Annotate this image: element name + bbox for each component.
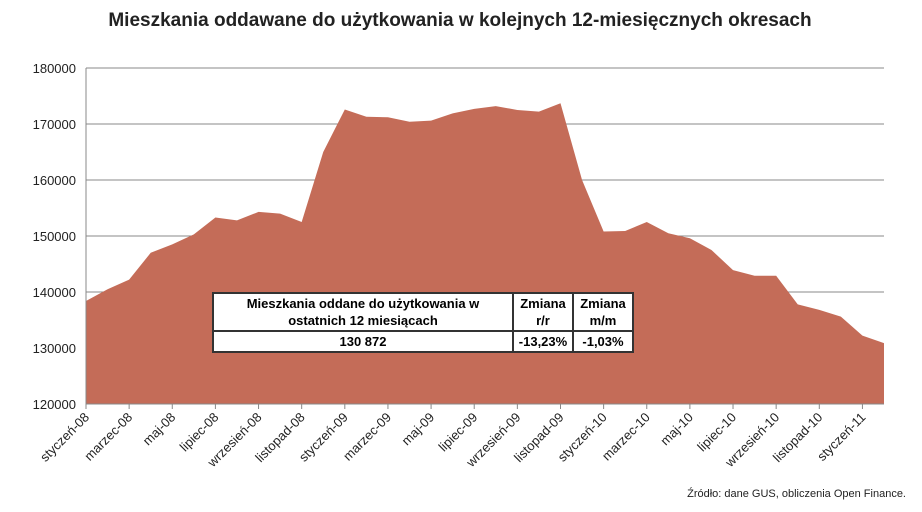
x-tick-label: maj-09 xyxy=(398,410,437,449)
area xyxy=(86,103,884,404)
y-tick-label: 160000 xyxy=(33,173,76,188)
table-header: Mieszkania oddane do użytkowania w ostat… xyxy=(212,292,514,332)
table-cell: 130 872 xyxy=(212,330,514,353)
x-tick-label: maj-08 xyxy=(140,410,179,449)
y-tick-label: 140000 xyxy=(33,285,76,300)
table-header: Zmiana r/r xyxy=(512,292,574,332)
y-tick-label: 120000 xyxy=(33,397,76,412)
source: Źródło: dane GUS, obliczenia Open Financ… xyxy=(687,487,906,500)
table-header: Zmiana m/m xyxy=(572,292,634,332)
y-tick-label: 180000 xyxy=(33,61,76,76)
y-tick-label: 170000 xyxy=(33,117,76,132)
table-cell: -13,23% xyxy=(512,330,574,353)
y-tick-label: 150000 xyxy=(33,229,76,244)
chart-title: Mieszkania oddawane do użytkowania w kol… xyxy=(108,10,811,31)
table-cell: -1,03% xyxy=(572,330,634,353)
x-tick-label: maj-10 xyxy=(657,410,696,449)
y-tick-label: 130000 xyxy=(33,341,76,356)
summary-table: Mieszkania oddane do użytkowania w ostat… xyxy=(212,292,634,353)
